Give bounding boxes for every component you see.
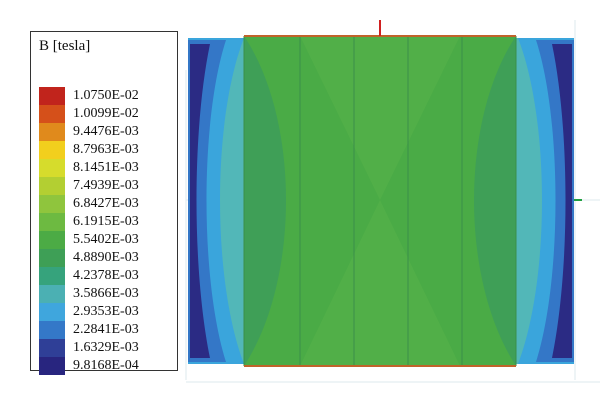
- legend-label: 6.8427E-03: [73, 196, 139, 211]
- hourglass-shade: [300, 36, 460, 366]
- legend-label: 8.7963E-03: [73, 142, 139, 157]
- legend-label: 2.2841E-03: [73, 322, 139, 337]
- legend-swatch: [39, 141, 65, 159]
- legend-swatch: [39, 195, 65, 213]
- legend-label: 8.1451E-03: [73, 160, 139, 175]
- legend-label: 1.0750E-02: [73, 88, 139, 103]
- legend-swatch: [39, 321, 65, 339]
- legend-label: 3.5866E-03: [73, 286, 139, 301]
- legend-label: 9.8168E-04: [73, 358, 139, 373]
- left-band-inner: [190, 44, 210, 358]
- legend-label: 1.0099E-02: [73, 106, 139, 121]
- legend-swatch: [39, 357, 65, 375]
- legend-swatch: [39, 267, 65, 285]
- legend-swatch: [39, 303, 65, 321]
- legend-swatch: [39, 159, 65, 177]
- right-band-inner: [552, 44, 572, 358]
- core-left-transition: [244, 36, 286, 366]
- legend-swatch: [39, 177, 65, 195]
- legend-label: 4.8890E-03: [73, 250, 139, 265]
- core-right-transition: [474, 36, 516, 366]
- legend-panel: B [tesla] 1.0750E-02 1.0099E-02 9.4476E-03…: [30, 31, 178, 375]
- legend-label: 2.9353E-03: [73, 304, 139, 319]
- legend-swatch: [39, 231, 65, 249]
- segment-lines: [243, 36, 517, 366]
- legend-label: 9.4476E-03: [73, 124, 139, 139]
- legend-title: B [tesla]: [39, 38, 91, 54]
- legend-swatch: [39, 87, 65, 105]
- legend-label: 6.1915E-03: [73, 214, 139, 229]
- legend-swatch: [39, 249, 65, 267]
- legend-swatch: [39, 213, 65, 231]
- legend-label: 4.2378E-03: [73, 268, 139, 283]
- legend-label: 7.4939E-03: [73, 178, 139, 193]
- legend-label: 5.5402E-03: [73, 232, 139, 247]
- legend-label: 1.6329E-03: [73, 340, 139, 355]
- legend-swatch: [39, 285, 65, 303]
- legend-swatch: [39, 105, 65, 123]
- legend-swatch: [39, 339, 65, 357]
- legend-swatch: [39, 123, 65, 141]
